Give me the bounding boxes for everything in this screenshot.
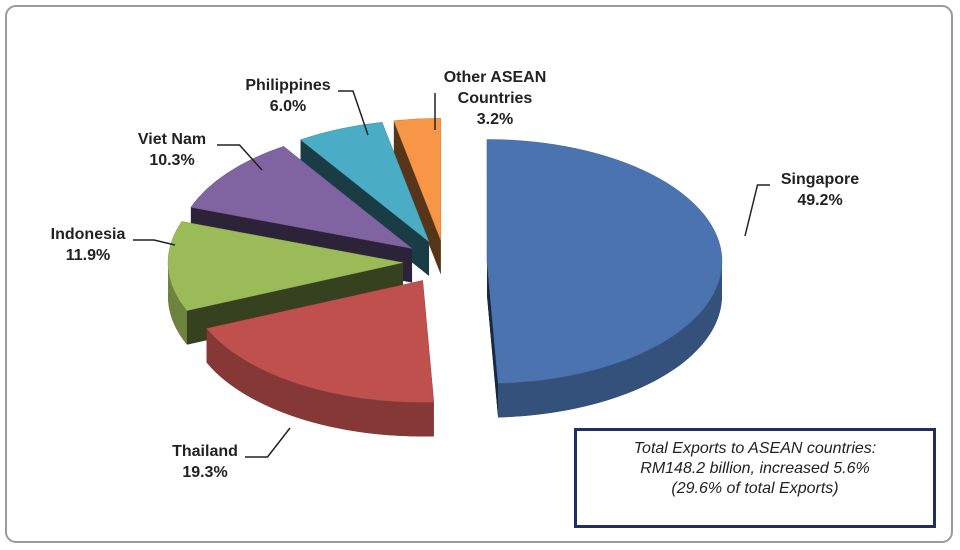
annotation-line: Total Exports to ASEAN countries: — [633, 440, 877, 457]
leader-line — [338, 90, 369, 136]
value-label: 11.9% — [65, 247, 111, 264]
slice-side — [168, 262, 187, 345]
value-label: 49.2% — [797, 192, 843, 209]
leader-line — [744, 184, 770, 237]
slice-side — [206, 328, 434, 437]
leader-line — [245, 427, 291, 458]
slice-label: Viet Nam 10.3% — [117, 129, 227, 171]
slice — [300, 122, 430, 243]
slice — [167, 221, 404, 311]
category-label: Indonesia — [50, 226, 126, 243]
slice-wall — [393, 120, 441, 275]
slice — [393, 118, 442, 241]
value-label: 19.3% — [182, 464, 228, 481]
annotation-box: Total Exports to ASEAN countries: RM148.… — [574, 428, 936, 528]
slice-label: Indonesia 11.9% — [33, 224, 143, 266]
slice — [206, 280, 435, 403]
slice — [486, 139, 723, 384]
slice-label: Singapore 49.2% — [760, 169, 880, 211]
leader-line — [133, 239, 176, 246]
category-label: Other ASEAN Countries — [443, 68, 547, 107]
slice-label: Philippines 6.0% — [228, 75, 348, 117]
annotation-line: RM148.2 billion, increased 5.6% — [640, 460, 870, 477]
slice-wall — [486, 261, 499, 418]
slice-label: Other ASEAN Countries 3.2% — [425, 67, 565, 130]
value-label: 6.0% — [269, 98, 307, 115]
category-label: Singapore — [780, 171, 860, 188]
category-label: Viet Nam — [137, 131, 207, 148]
chart-frame — [5, 5, 953, 543]
category-label: Thailand — [172, 443, 238, 460]
value-label: 10.3% — [149, 152, 195, 169]
category-label: Philippines — [245, 77, 331, 94]
leader-line — [217, 144, 263, 171]
slice-side — [498, 261, 722, 418]
annotation-line: (29.6% of total Exports) — [671, 480, 839, 497]
value-label: 3.2% — [476, 110, 514, 128]
slice — [190, 146, 413, 249]
slice-label: Thailand 19.3% — [155, 441, 255, 483]
